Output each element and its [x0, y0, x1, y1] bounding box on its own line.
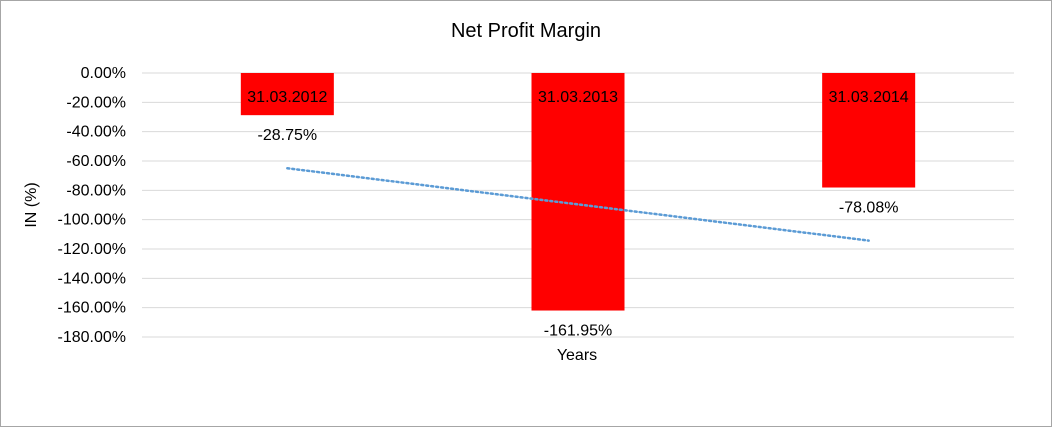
trendline [286, 166, 870, 242]
labels: 0.00% -20.00% -40.00% -60.00% -80.00% -100.00… [58, 65, 909, 346]
category-label: 31.03.2014 [829, 89, 909, 106]
trendline-group [286, 166, 870, 242]
x-axis-title: Years [557, 347, 597, 364]
bar [240, 73, 334, 116]
y-tick-label: 0.00% [81, 65, 126, 82]
data-label: -28.75% [258, 127, 318, 144]
data-label: -161.95% [544, 323, 613, 340]
y-tick-label: -40.00% [66, 124, 126, 141]
category-label: 31.03.2012 [247, 89, 327, 106]
y-tick-label: -160.00% [58, 300, 127, 317]
y-tick-label: -60.00% [66, 153, 126, 170]
chart-title: Net Profit Margin [451, 20, 601, 42]
y-tick-label: -100.00% [58, 212, 127, 229]
y-tick-label: -180.00% [58, 329, 127, 346]
bars [240, 73, 916, 311]
bar [531, 73, 625, 311]
y-tick-label: -140.00% [58, 270, 127, 287]
bar [822, 73, 916, 188]
y-tick-label: -20.00% [66, 94, 126, 111]
y-tick-label: -120.00% [58, 241, 127, 258]
data-label: -78.08% [839, 200, 899, 217]
y-axis-title: IN (%) [23, 182, 40, 227]
category-label: 31.03.2013 [538, 89, 618, 106]
y-tick-label: -80.00% [66, 182, 126, 199]
